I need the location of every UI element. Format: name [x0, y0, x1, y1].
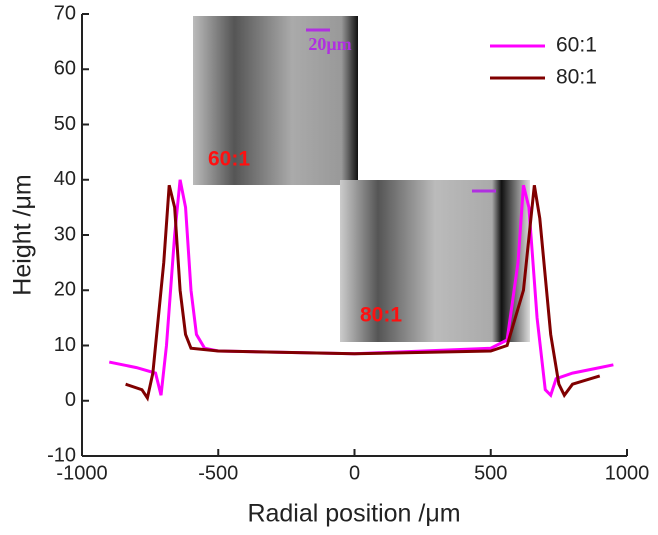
x-tick-label: 0 — [349, 462, 360, 484]
annotation: 60:1 — [208, 148, 250, 171]
x-tick-label: 1000 — [605, 462, 650, 484]
annotation: 80:1 — [360, 304, 402, 327]
x-tick-label: -1000 — [56, 462, 107, 484]
legend-label: 60:1 — [556, 34, 597, 57]
y-tick-label: 10 — [54, 334, 76, 356]
y-tick-label: 40 — [54, 168, 76, 190]
y-tick-label: 60 — [54, 58, 76, 80]
inset-image — [193, 16, 358, 185]
data-line — [125, 184, 601, 402]
y-axis-label: Height /μm — [9, 174, 37, 295]
x-tick-label: -500 — [198, 462, 238, 484]
y-tick-label: 20 — [54, 279, 76, 301]
y-tick-label: 70 — [54, 2, 76, 24]
annotation: 20μm — [308, 34, 351, 54]
x-tick-label: 500 — [474, 462, 507, 484]
legend-label: 80:1 — [556, 66, 597, 89]
y-tick-label: -10 — [47, 444, 76, 466]
y-tick-label: 30 — [54, 223, 76, 245]
x-axis-label: Radial position /μm — [247, 500, 460, 528]
y-tick-label: 50 — [54, 113, 76, 135]
inset-image — [340, 180, 530, 342]
y-tick-label: 0 — [65, 389, 76, 411]
